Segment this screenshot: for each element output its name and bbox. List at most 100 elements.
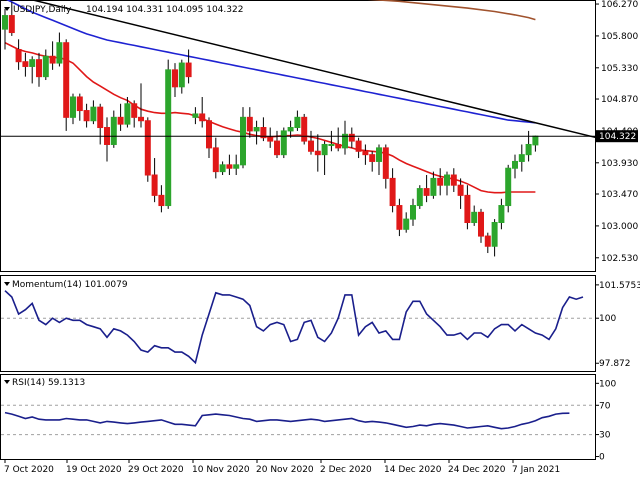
momentum-tick-label: 100 <box>599 314 616 324</box>
bearish-candle <box>457 184 464 196</box>
bearish-candle <box>22 61 29 67</box>
bullish-candle <box>532 135 539 146</box>
rsi-collapse-icon[interactable] <box>4 380 10 384</box>
bullish-candle <box>505 167 512 207</box>
bearish-candle <box>274 140 280 156</box>
rsi-label: RSI(14) 59.1313 <box>12 378 85 388</box>
bearish-candle <box>226 164 233 169</box>
bearish-candle <box>199 113 206 122</box>
bullish-candle <box>342 133 348 149</box>
bearish-candle <box>423 188 430 196</box>
bearish-candle <box>396 205 403 230</box>
momentum-indicator: 101.5753 100 97.872 <box>1 281 640 369</box>
price-tick-label: 106.270 <box>601 0 638 10</box>
bullish-candle <box>430 177 437 196</box>
bearish-candle <box>308 140 314 152</box>
rsi-tick-label: 30 <box>599 431 611 441</box>
bullish-candle <box>165 69 172 207</box>
bearish-candle <box>484 235 491 247</box>
bearish-candle <box>348 133 355 142</box>
bullish-candle <box>376 147 382 162</box>
bearish-candle <box>314 150 321 156</box>
bearish-candle <box>15 48 22 63</box>
bullish-candle <box>2 15 8 30</box>
rsi-panel-frame <box>0 374 596 460</box>
downtrend-line <box>29 0 597 139</box>
rsi-indicator: 100 70 30 0 <box>1 379 616 463</box>
date-tick-label: 19 Oct 2020 <box>66 465 122 475</box>
bearish-candle <box>76 96 83 112</box>
bullish-candle <box>280 130 287 156</box>
bullish-candle <box>321 143 328 156</box>
momentum-tick-label: 101.5753 <box>599 281 640 291</box>
bullish-candle <box>403 218 410 230</box>
bullish-candle <box>287 127 294 132</box>
bullish-candle <box>124 103 131 125</box>
bullish-candle <box>328 143 335 146</box>
bearish-candle <box>355 140 362 152</box>
bearish-candle <box>138 116 144 122</box>
bearish-candle <box>212 147 219 173</box>
date-tick-label: 7 Jan 2021 <box>512 465 560 475</box>
bearish-candle <box>36 59 42 78</box>
price-tick-label: 103.470 <box>601 190 638 200</box>
bearish-candle <box>335 143 342 149</box>
bearish-candle <box>117 116 124 125</box>
bullish-candle <box>294 116 301 129</box>
date-axis: 7 Oct 2020 19 Oct 2020 29 Oct 2020 10 Nov 2… <box>4 460 560 475</box>
bearish-candle <box>185 62 192 78</box>
date-tick-label: 24 Dec 2020 <box>448 465 506 475</box>
bullish-candle <box>498 205 505 224</box>
bearish-candle <box>144 120 151 176</box>
bearish-candle <box>172 69 178 88</box>
bullish-candle <box>253 127 260 132</box>
bullish-candle <box>233 164 240 169</box>
bearish-candle <box>450 174 457 186</box>
bearish-candle <box>83 110 90 122</box>
price-tick-label: 105.330 <box>601 64 638 74</box>
bullish-candle <box>90 106 97 122</box>
momentum-header: Momentum(14) 101.0079 <box>4 280 128 290</box>
rsi-line <box>4 411 570 430</box>
bearish-candle <box>246 116 253 132</box>
bearish-candle <box>267 137 274 142</box>
bullish-candle <box>240 116 246 166</box>
bullish-candle <box>192 113 199 118</box>
bullish-candle <box>219 164 226 173</box>
rsi-tick-label: 100 <box>599 379 616 389</box>
chart-header: USDJPY,Daily 104.194 104.331 104.095 104… <box>4 5 243 15</box>
date-tick-label: 14 Dec 2020 <box>384 465 442 475</box>
rsi-tick-label: 70 <box>599 401 611 411</box>
bearish-candle <box>97 106 104 129</box>
date-tick-label: 29 Oct 2020 <box>128 465 184 475</box>
date-tick-label: 20 Nov 2020 <box>256 465 314 475</box>
bearish-candle <box>151 174 158 196</box>
bullish-candle <box>518 154 525 162</box>
bearish-candle <box>206 120 212 149</box>
symbol-label: USDJPY,Daily <box>13 5 72 15</box>
ohlc-values: 104.194 104.331 104.095 104.322 <box>86 5 243 15</box>
bearish-candle <box>301 116 308 142</box>
bullish-candle <box>491 222 498 247</box>
price-tick-label: 105.800 <box>601 32 638 42</box>
momentum-collapse-icon[interactable] <box>4 282 10 286</box>
sma-200-line <box>367 0 536 21</box>
bearish-candle <box>49 55 56 64</box>
bullish-candle <box>525 143 532 156</box>
date-tick-label: 2 Dec 2020 <box>320 465 372 475</box>
bullish-candle <box>471 211 478 224</box>
bullish-candle <box>178 62 185 88</box>
collapse-triangle-icon[interactable] <box>4 7 10 11</box>
bearish-candle <box>131 103 138 118</box>
date-tick-label: 7 Oct 2020 <box>4 465 54 475</box>
bearish-candle <box>478 211 484 237</box>
momentum-panel-frame <box>0 275 596 372</box>
price-tick-label: 103.000 <box>601 222 638 232</box>
bullish-candle <box>56 42 63 64</box>
sma-100-line <box>6 0 536 124</box>
price-tick-label: 102.530 <box>601 254 638 264</box>
momentum-tick-label: 97.872 <box>599 359 631 369</box>
momentum-line <box>4 290 584 365</box>
